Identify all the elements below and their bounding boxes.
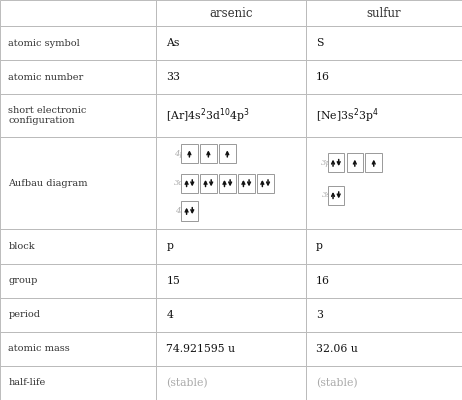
Text: (stable): (stable) — [166, 378, 208, 388]
Text: 16: 16 — [316, 72, 330, 82]
Text: [Ne]3s$^2$3p$^4$: [Ne]3s$^2$3p$^4$ — [316, 106, 378, 125]
Text: block: block — [8, 242, 35, 251]
Bar — [200, 144, 217, 163]
Text: 74.921595 u: 74.921595 u — [166, 344, 236, 354]
Text: 3p: 3p — [321, 159, 331, 167]
Bar — [346, 153, 363, 172]
Text: 3d: 3d — [174, 179, 185, 187]
Text: (stable): (stable) — [316, 378, 358, 388]
Bar — [181, 201, 198, 220]
Bar — [181, 174, 198, 193]
Text: atomic number: atomic number — [8, 73, 84, 82]
Text: atomic mass: atomic mass — [8, 344, 70, 353]
Bar — [238, 174, 255, 193]
Bar — [200, 174, 217, 193]
Text: 15: 15 — [166, 276, 180, 286]
Text: half-life: half-life — [8, 378, 46, 388]
Text: p: p — [316, 242, 323, 252]
Bar — [328, 186, 344, 205]
Text: 4: 4 — [166, 310, 173, 320]
Text: 33: 33 — [166, 72, 180, 82]
Text: p: p — [166, 242, 173, 252]
Bar — [328, 153, 344, 172]
Bar — [219, 144, 236, 163]
Bar — [365, 153, 382, 172]
Text: atomic symbol: atomic symbol — [8, 39, 80, 48]
Text: period: period — [8, 310, 40, 319]
Text: group: group — [8, 276, 38, 285]
Bar — [219, 174, 236, 193]
Text: Aufbau diagram: Aufbau diagram — [8, 179, 88, 188]
Text: short electronic
configuration: short electronic configuration — [8, 106, 87, 125]
Text: 3s: 3s — [322, 191, 331, 199]
Bar — [257, 174, 274, 193]
Text: S: S — [316, 38, 323, 48]
Text: arsenic: arsenic — [209, 6, 253, 20]
Text: As: As — [166, 38, 180, 48]
Text: 16: 16 — [316, 276, 330, 286]
Text: [Ar]4s$^2$3d$^{10}$4p$^3$: [Ar]4s$^2$3d$^{10}$4p$^3$ — [166, 106, 250, 125]
Text: 4p: 4p — [174, 150, 185, 158]
Text: 3: 3 — [316, 310, 323, 320]
Text: 4s: 4s — [175, 207, 185, 215]
Text: sulfur: sulfur — [367, 6, 401, 20]
Text: 32.06 u: 32.06 u — [316, 344, 358, 354]
Bar — [181, 144, 198, 163]
